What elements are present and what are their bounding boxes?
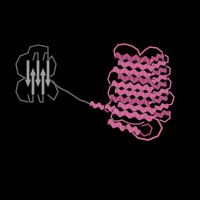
Polygon shape	[151, 81, 167, 90]
Polygon shape	[107, 119, 126, 131]
Polygon shape	[154, 110, 171, 118]
Polygon shape	[152, 74, 167, 83]
Polygon shape	[118, 73, 155, 86]
Polygon shape	[110, 94, 150, 107]
FancyArrow shape	[24, 60, 32, 88]
Polygon shape	[113, 108, 152, 122]
Polygon shape	[112, 80, 152, 93]
Polygon shape	[152, 67, 167, 76]
Polygon shape	[113, 66, 150, 79]
Polygon shape	[115, 87, 155, 100]
Polygon shape	[151, 60, 166, 69]
Polygon shape	[152, 95, 168, 104]
Polygon shape	[154, 103, 169, 111]
FancyArrow shape	[40, 67, 46, 95]
Polygon shape	[118, 101, 155, 115]
Polygon shape	[89, 101, 105, 110]
FancyArrow shape	[30, 67, 36, 95]
Polygon shape	[118, 59, 154, 72]
FancyArrow shape	[35, 60, 42, 88]
Polygon shape	[152, 88, 169, 97]
FancyArrow shape	[44, 60, 52, 88]
Polygon shape	[151, 53, 164, 62]
Polygon shape	[105, 104, 119, 113]
Polygon shape	[115, 52, 152, 65]
Polygon shape	[125, 124, 141, 135]
